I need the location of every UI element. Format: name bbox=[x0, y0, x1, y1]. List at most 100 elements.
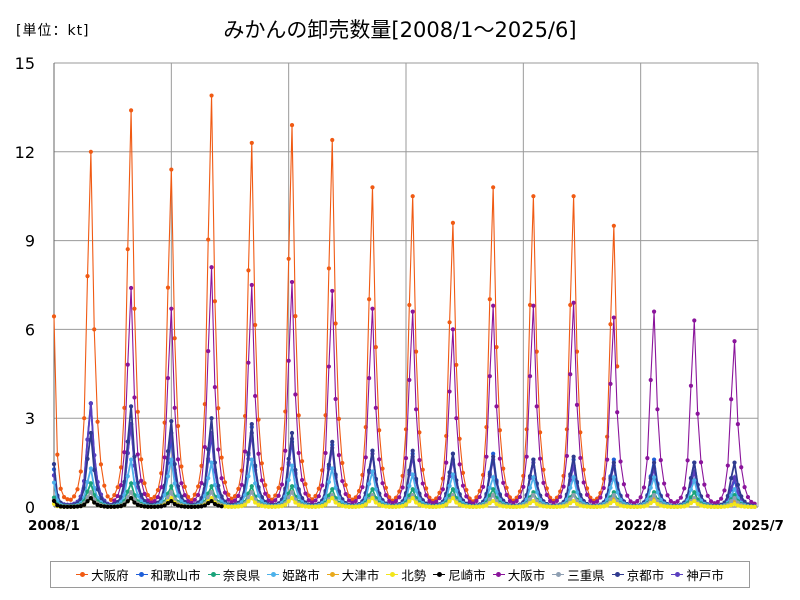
data-point bbox=[229, 504, 234, 509]
data-point bbox=[407, 377, 412, 383]
data-point bbox=[360, 485, 365, 490]
data-point bbox=[735, 422, 740, 427]
data-point bbox=[638, 495, 643, 500]
chart-title: みかんの卸売数量[2008/1～2025/6] bbox=[223, 18, 577, 42]
data-point bbox=[296, 494, 301, 500]
data-point bbox=[477, 494, 482, 500]
data-point bbox=[370, 487, 375, 492]
legend-item: 大阪府 bbox=[76, 565, 129, 584]
data-point bbox=[336, 502, 342, 507]
data-point bbox=[249, 490, 254, 495]
data-point bbox=[467, 504, 472, 509]
data-point bbox=[692, 490, 697, 495]
data-point bbox=[82, 502, 87, 507]
data-point bbox=[688, 487, 694, 492]
data-point bbox=[424, 486, 429, 491]
data-point bbox=[521, 504, 526, 509]
legend-marker bbox=[671, 571, 684, 579]
data-point bbox=[246, 360, 251, 365]
data-point bbox=[434, 499, 439, 504]
data-point bbox=[608, 322, 613, 327]
data-point bbox=[286, 456, 291, 461]
data-point bbox=[527, 497, 533, 502]
data-point bbox=[273, 498, 278, 503]
data-point bbox=[306, 498, 311, 503]
gridlines bbox=[54, 62, 758, 507]
x-tick-label: 2008/1 bbox=[28, 518, 80, 534]
data-point bbox=[578, 503, 583, 508]
data-point bbox=[209, 484, 214, 489]
data-point bbox=[209, 93, 214, 98]
data-point bbox=[145, 493, 150, 498]
data-point bbox=[256, 502, 261, 507]
data-point bbox=[568, 485, 573, 490]
data-point bbox=[370, 185, 375, 190]
data-point bbox=[51, 498, 57, 503]
data-point bbox=[712, 504, 717, 509]
data-point bbox=[605, 503, 610, 508]
data-point bbox=[65, 504, 70, 509]
y-tick-label: 15 bbox=[15, 54, 35, 73]
data-point bbox=[326, 364, 331, 369]
data-point bbox=[149, 496, 154, 502]
legend-item: 大津市 bbox=[326, 565, 379, 584]
data-point bbox=[695, 491, 700, 496]
data-point bbox=[584, 504, 590, 509]
data-point bbox=[745, 494, 751, 500]
data-point bbox=[598, 495, 603, 500]
legend-marker bbox=[611, 571, 624, 579]
data-point bbox=[206, 495, 211, 500]
data-point bbox=[65, 497, 70, 502]
data-point bbox=[531, 490, 536, 495]
data-point bbox=[470, 504, 476, 509]
data-point bbox=[450, 327, 456, 332]
data-point bbox=[538, 430, 543, 435]
data-point bbox=[491, 498, 496, 504]
data-point bbox=[289, 496, 295, 501]
data-point bbox=[222, 504, 228, 509]
legend-marker bbox=[207, 571, 220, 579]
data-point bbox=[256, 417, 261, 422]
data-point bbox=[256, 493, 261, 498]
data-point bbox=[641, 485, 647, 490]
data-point bbox=[541, 480, 546, 485]
data-point bbox=[179, 481, 184, 486]
data-point bbox=[88, 401, 93, 406]
data-point bbox=[169, 419, 174, 424]
data-point bbox=[407, 468, 412, 473]
data-point bbox=[457, 502, 462, 507]
data-point bbox=[155, 488, 161, 493]
data-point bbox=[155, 504, 161, 509]
data-point bbox=[742, 485, 747, 490]
data-point bbox=[487, 485, 492, 490]
data-point bbox=[139, 457, 144, 462]
data-point bbox=[98, 503, 104, 509]
data-point bbox=[232, 504, 238, 509]
data-point bbox=[672, 504, 677, 509]
legend-label: 尼崎市 bbox=[448, 568, 486, 583]
data-point bbox=[165, 449, 171, 454]
data-point bbox=[651, 490, 657, 495]
data-point bbox=[534, 404, 539, 409]
data-point bbox=[289, 484, 295, 489]
data-point bbox=[501, 466, 506, 471]
data-point bbox=[135, 452, 140, 457]
data-point bbox=[112, 498, 117, 503]
data-point bbox=[182, 484, 187, 489]
data-point bbox=[554, 504, 559, 509]
data-point bbox=[169, 498, 174, 504]
data-point bbox=[289, 279, 295, 285]
data-point bbox=[447, 483, 452, 488]
data-point bbox=[363, 502, 368, 507]
data-point bbox=[383, 493, 388, 498]
data-point bbox=[524, 454, 529, 459]
data-point bbox=[216, 447, 221, 452]
data-point bbox=[179, 494, 184, 499]
data-point bbox=[323, 502, 328, 507]
data-point bbox=[491, 451, 496, 456]
data-point bbox=[514, 498, 519, 504]
data-point bbox=[330, 288, 335, 294]
data-point bbox=[122, 450, 127, 455]
data-point bbox=[407, 499, 412, 504]
data-point bbox=[226, 504, 231, 509]
